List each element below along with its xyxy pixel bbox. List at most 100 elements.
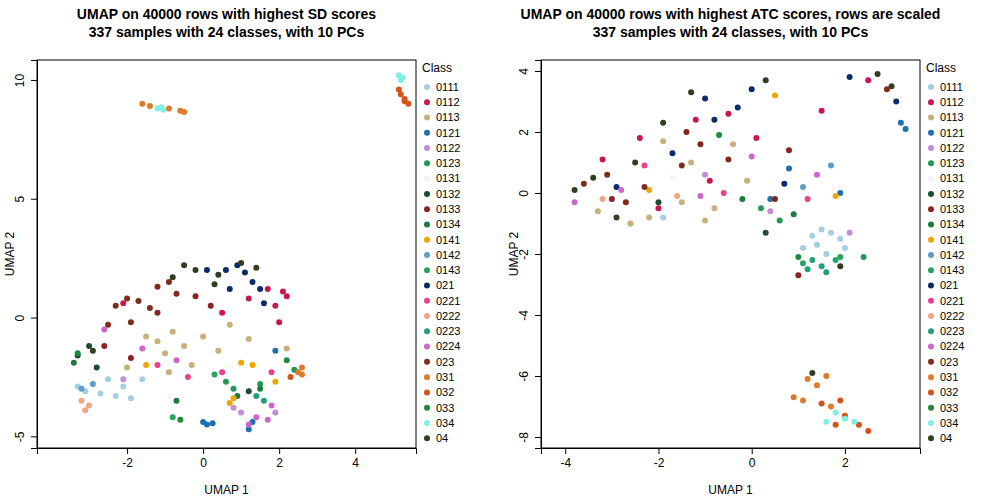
legend-marker <box>928 130 934 136</box>
point <box>250 362 256 368</box>
point <box>749 86 755 92</box>
panel: UMAP on 40000 rows with highest ATC scor… <box>507 6 964 497</box>
point <box>819 227 825 233</box>
x-tick: 0 <box>749 448 756 470</box>
legend-label: 0143 <box>436 264 460 276</box>
point <box>823 251 829 257</box>
point <box>101 326 107 332</box>
legend-label: 032 <box>436 386 454 398</box>
point <box>572 187 578 193</box>
point <box>725 156 731 162</box>
y-axis-line <box>31 61 38 449</box>
point <box>284 293 290 299</box>
series <box>253 393 267 404</box>
legend-label: 04 <box>436 432 448 444</box>
point <box>269 369 275 375</box>
y-tick: 0 <box>13 314 37 321</box>
point <box>767 208 773 214</box>
legend-marker <box>928 405 934 411</box>
series <box>78 398 92 414</box>
y-tick-mark <box>535 376 541 377</box>
point <box>683 129 689 135</box>
point <box>702 217 708 223</box>
point <box>272 410 278 416</box>
x-tick-mark <box>565 448 566 454</box>
series <box>71 360 263 404</box>
legend-label: 0113 <box>436 111 460 123</box>
series <box>669 175 675 181</box>
point <box>628 220 634 226</box>
legend-marker <box>424 405 430 411</box>
legend-label: 0111 <box>940 81 963 93</box>
point <box>814 172 820 178</box>
y-tick-label: 0 <box>517 190 531 197</box>
point <box>819 108 825 114</box>
subtitle: 337 samples with 24 classes, with 10 PCs <box>593 24 869 40</box>
point <box>865 428 871 434</box>
y-tick: 4 <box>517 68 541 75</box>
point <box>842 416 848 422</box>
point <box>120 300 126 306</box>
point <box>753 135 759 141</box>
point <box>809 370 815 376</box>
x-tick: -4 <box>560 448 571 470</box>
point <box>833 422 839 428</box>
series <box>155 72 406 112</box>
point <box>90 381 96 387</box>
legend-marker <box>928 252 934 258</box>
point <box>265 417 271 423</box>
title: UMAP on 40000 rows with highest SD score… <box>77 6 376 22</box>
point <box>697 193 703 199</box>
point <box>97 391 103 397</box>
x-tick: 2 <box>842 448 849 470</box>
y-tick-label: -4 <box>517 310 531 321</box>
figure: UMAP on 40000 rows with highest SD score… <box>0 0 1008 504</box>
point <box>269 402 275 408</box>
point <box>805 376 811 382</box>
legend-label: 033 <box>940 402 958 414</box>
point <box>679 163 685 169</box>
point <box>655 199 661 205</box>
point <box>147 103 153 109</box>
x-tick-label: -4 <box>560 456 571 470</box>
legend-title: Class <box>422 61 452 75</box>
point <box>101 343 107 349</box>
legend-label: 04 <box>940 432 952 444</box>
legend-marker <box>424 298 430 304</box>
point <box>614 214 620 220</box>
legend-marker <box>928 84 934 90</box>
y-tick-label: -5 <box>13 431 27 442</box>
point <box>257 286 263 292</box>
legend-label: 0141 <box>436 234 460 246</box>
legend-marker <box>424 84 430 90</box>
legend: Class01110112011301210122012301310132013… <box>926 61 964 444</box>
point <box>238 360 244 366</box>
legend-label: 0222 <box>436 310 460 322</box>
series <box>614 74 900 190</box>
x-tick-mark <box>355 448 356 454</box>
point <box>791 211 797 217</box>
legend-marker <box>424 435 430 441</box>
legend-label: 032 <box>940 386 958 398</box>
point <box>669 150 675 156</box>
x-axis-line <box>38 449 417 455</box>
point <box>847 74 853 80</box>
point <box>702 95 708 101</box>
legend-label: 0123 <box>436 157 460 169</box>
series <box>105 279 179 328</box>
y-tick-mark <box>535 315 541 316</box>
y-tick: 5 <box>13 196 37 203</box>
series <box>124 322 290 376</box>
legend-marker <box>928 267 934 273</box>
legend-marker <box>424 99 430 105</box>
point <box>105 376 111 382</box>
point <box>837 397 843 403</box>
legend-label: 0221 <box>940 295 964 307</box>
legend-label: 0223 <box>436 325 460 337</box>
point <box>170 274 176 280</box>
y-tick: -4 <box>517 310 541 321</box>
x-axis: -2024 <box>38 448 417 470</box>
y-tick-label: 4 <box>517 68 531 75</box>
series <box>805 257 839 275</box>
point <box>276 319 282 325</box>
